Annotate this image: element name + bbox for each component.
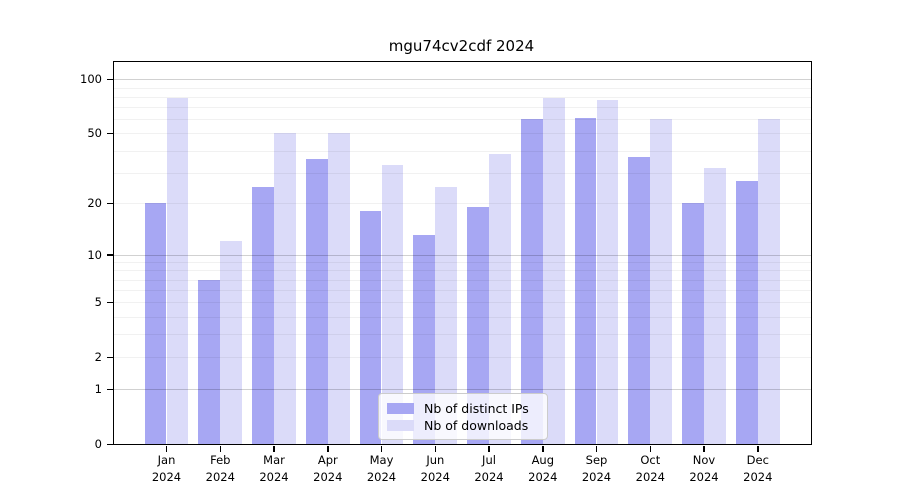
minor-gridline-50: [114, 133, 811, 135]
x-tick-feb-2024: [219, 445, 221, 452]
plot-area: Nb of distinct IPs Nb of downloads 0 1 2 5 1…: [80, 61, 812, 484]
y-tick-20: [106, 202, 113, 205]
bar-nb-of-downloads-apr-2024: [327, 133, 350, 444]
bar-nb-of-distinct-ips-jul-2024: [467, 207, 489, 444]
x-tick-jun-2024: [434, 445, 436, 452]
x-tick-label-nov-2024: Nov 2024: [689, 453, 719, 484]
bar-nb-of-downloads-may-2024: [381, 165, 404, 444]
x-tick-jan-2024: [165, 445, 168, 452]
minor-gridline-40: [114, 150, 811, 152]
bar-nb-of-downloads-jul-2024: [489, 154, 511, 444]
bar-nb-of-distinct-ips-feb-2024: [198, 279, 221, 444]
y-tick-label-1: 1: [94, 382, 102, 397]
legend: Nb of distinct IPs Nb of downloads: [378, 393, 548, 440]
y-tick-label-5: 5: [94, 295, 102, 310]
bar-nb-of-distinct-ips-may-2024: [359, 211, 382, 444]
x-tick-label-feb-2024: Feb 2024: [205, 453, 235, 484]
x-tick-label-dec-2024: Dec 2024: [743, 453, 773, 484]
x-tick-apr-2024: [327, 445, 329, 452]
x-tick-label-mar-2024: Mar 2024: [259, 453, 289, 484]
bar-nb-of-downloads-jun-2024: [435, 186, 458, 444]
y-tick-label-10: 10: [87, 247, 102, 262]
x-tick-oct-2024: [649, 445, 651, 452]
legend-item-distinct-ips: Nb of distinct IPs: [387, 400, 539, 416]
y-tick-1: [106, 388, 113, 391]
bar-nb-of-downloads-feb-2024: [220, 241, 243, 444]
y-tick-label-20: 20: [87, 196, 102, 211]
chart-title: mgu74cv2cdf 2024: [388, 37, 535, 55]
x-tick-nov-2024: [703, 445, 705, 452]
y-tick-label-0: 0: [94, 437, 102, 451]
major-gridline-100: [114, 79, 811, 81]
minor-gridline-60: [114, 119, 811, 121]
minor-gridline-80: [114, 96, 811, 98]
x-tick-label-jun-2024: Jun 2024: [420, 453, 450, 484]
y-tick-10: [106, 254, 113, 256]
bar-nb-of-distinct-ips-mar-2024: [252, 186, 274, 444]
bar-nb-of-distinct-ips-sep-2024: [574, 117, 597, 444]
x-tick-jul-2024: [488, 445, 490, 452]
y-tick-label-50: 50: [87, 126, 102, 141]
legend-label-distinct-ips: Nb of distinct IPs: [424, 400, 529, 416]
x-tick-label-apr-2024: Apr 2024: [313, 453, 343, 484]
bar-nb-of-downloads-aug-2024: [542, 97, 565, 444]
y-tick-100: [106, 78, 113, 81]
legend-label-downloads: Nb of downloads: [424, 417, 529, 433]
bar-nb-of-distinct-ips-oct-2024: [628, 156, 651, 444]
bar-nb-of-distinct-ips-jun-2024: [413, 235, 436, 444]
legend-swatch-downloads: [387, 419, 414, 431]
bar-nb-of-downloads-oct-2024: [650, 119, 673, 444]
bar-nb-of-distinct-ips-dec-2024: [735, 180, 758, 444]
minor-gridline-90: [114, 87, 811, 89]
bar-nb-of-distinct-ips-apr-2024: [305, 158, 328, 444]
x-tick-label-sep-2024: Sep 2024: [581, 453, 612, 484]
bar-nb-of-distinct-ips-jan-2024: [144, 203, 167, 444]
x-tick-label-aug-2024: Aug 2024: [528, 453, 558, 484]
x-tick-dec-2024: [757, 445, 759, 452]
x-tick-sep-2024: [595, 445, 598, 452]
x-tick-label-may-2024: May 2024: [366, 453, 397, 484]
y-tick-50: [106, 132, 113, 135]
minor-gridline-70: [114, 107, 811, 109]
y-tick-5: [106, 301, 113, 304]
y-tick-label-100: 100: [80, 72, 102, 87]
x-tick-may-2024: [380, 445, 383, 452]
bar-nb-of-distinct-ips-aug-2024: [520, 119, 543, 444]
legend-swatch-distinct-ips: [387, 402, 414, 414]
bar-nb-of-distinct-ips-nov-2024: [682, 203, 704, 444]
bar-nb-of-downloads-nov-2024: [704, 167, 726, 444]
bar-nb-of-downloads-mar-2024: [274, 133, 296, 444]
legend-item-downloads: Nb of downloads: [387, 417, 539, 433]
x-tick-aug-2024: [542, 445, 544, 452]
bar-nb-of-downloads-sep-2024: [596, 99, 619, 444]
x-tick-label-jan-2024: Jan 2024: [151, 453, 182, 484]
x-tick-label-oct-2024: Oct 2024: [635, 453, 665, 484]
x-tick-label-jul-2024: Jul 2024: [474, 453, 504, 484]
y-tick-label-2: 2: [94, 350, 102, 365]
x-tick-mar-2024: [273, 445, 275, 452]
bar-nb-of-downloads-jan-2024: [166, 97, 189, 444]
y-tick-2: [106, 356, 113, 359]
bar-nb-of-downloads-dec-2024: [757, 119, 780, 444]
y-tick-0: [106, 443, 113, 445]
